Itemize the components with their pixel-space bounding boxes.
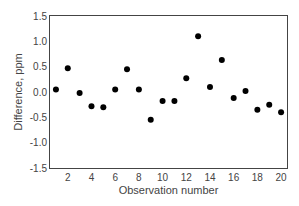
svg-text:0.0: 0.0 — [33, 87, 47, 98]
svg-text:1.5: 1.5 — [33, 11, 47, 22]
svg-text:14: 14 — [204, 172, 216, 183]
svg-text:18: 18 — [252, 172, 264, 183]
svg-text:12: 12 — [181, 172, 193, 183]
svg-text:-0.5: -0.5 — [30, 112, 48, 123]
svg-text:4: 4 — [89, 172, 95, 183]
svg-text:0.5: 0.5 — [33, 61, 47, 72]
svg-text:6: 6 — [112, 172, 118, 183]
svg-text:1.0: 1.0 — [33, 36, 47, 47]
svg-text:Observation number: Observation number — [119, 184, 219, 196]
svg-text:Difference, ppm: Difference, ppm — [12, 53, 24, 130]
svg-text:-1.0: -1.0 — [30, 137, 48, 148]
svg-text:16: 16 — [228, 172, 240, 183]
svg-text:2: 2 — [65, 172, 71, 183]
svg-text:8: 8 — [136, 172, 142, 183]
svg-text:-1.5: -1.5 — [30, 163, 48, 174]
svg-text:20: 20 — [276, 172, 288, 183]
svg-text:10: 10 — [157, 172, 169, 183]
